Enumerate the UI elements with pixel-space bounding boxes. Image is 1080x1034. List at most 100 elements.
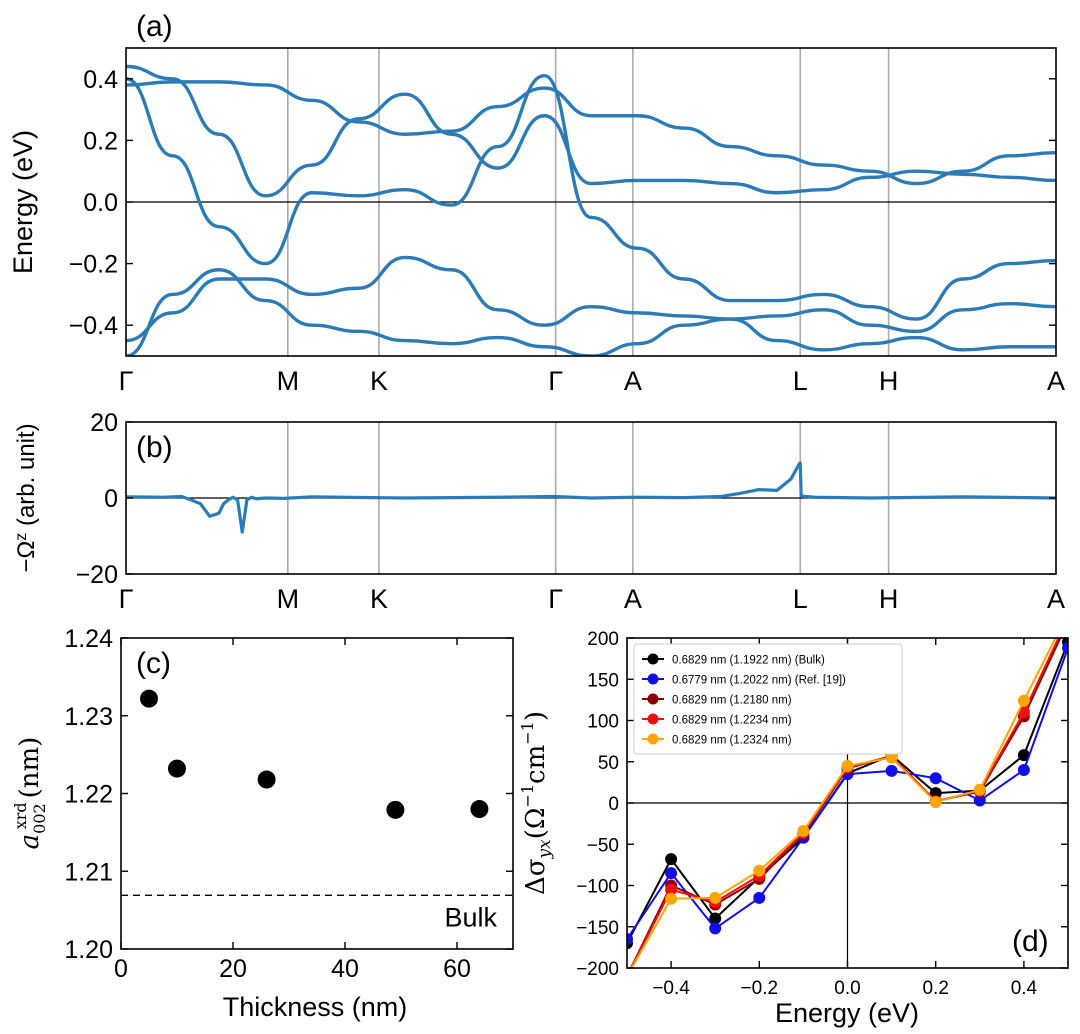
panel-d-legend-swatch-marker (647, 673, 659, 685)
panel-a-band-line (126, 268, 1056, 356)
panel-b-ylabel-unit: (arb. unit) (13, 423, 40, 532)
panel-c-data-point (470, 800, 489, 819)
panel-b-ylabel: −Ωz (arb. unit) (13, 423, 41, 572)
panel-d-ytick-label: 200 (587, 629, 619, 650)
panel-d-ylabel-prefix: Δσ (521, 858, 551, 895)
panel-d-data-point (621, 970, 633, 982)
panel-d-ytick-label: −50 (587, 835, 619, 856)
panel-d-ylabel: Δσyx(Ω−1cm−1) (518, 711, 555, 895)
panel-d-data-point (973, 783, 986, 796)
panel-b-kpoint-label: A (624, 584, 642, 614)
panel-a-ytick-label: −0.2 (69, 251, 118, 279)
panel-d-data-point (1017, 706, 1030, 719)
panel-c-ylabel-sup: xrd (11, 802, 30, 829)
panel-d-series-group (621, 638, 1068, 982)
panel-b-ylabel-minus-omega: −Ω (13, 541, 40, 573)
panel-a-kpoint-label: A (624, 366, 642, 396)
panel-d-data-point (929, 787, 942, 800)
panel-d-xtick-label: −0.4 (652, 978, 690, 999)
panel-d-data-point (1017, 694, 1030, 707)
panel-a-band-structure: Γ M K Γ A L H A −0.4 −0.2 0.0 0.2 0.4 (a) Energy (eV… (8, 10, 1065, 396)
panel-d-ytick-label: −150 (576, 918, 619, 939)
panel-b-kpoint-label: L (793, 584, 808, 614)
panel-d-legend-box (633, 643, 903, 755)
panel-d-ytick-label: 100 (587, 712, 619, 733)
panel-c-label: (c) (136, 647, 171, 680)
panel-a-band-line (126, 255, 1056, 343)
panel-d-legend-entry: 0.6829 nm (1.2180 nm) (672, 695, 792, 707)
panel-c-data-point (140, 689, 158, 708)
panel-c-ylabel: a002xrd (nm) (11, 737, 49, 850)
panel-d-legend-swatch-marker (647, 733, 659, 745)
panel-c-ytick-label: 1.23 (64, 703, 113, 731)
panel-d-xtick-label: −0.2 (741, 978, 779, 999)
panel-a-label: (a) (136, 10, 173, 43)
panel-d-legend-entry: 0.6829 nm (1.2234 nm) (672, 715, 792, 727)
panel-a-kpoint-label: Γ (548, 366, 563, 396)
panel-b-kpoint-label: K (370, 584, 388, 614)
panel-b-ylabel-sup: z (13, 533, 30, 541)
panel-b-ytick-label: 20 (90, 409, 118, 437)
panel-a-kpoint-label: K (370, 366, 388, 396)
panel-a-ytick-label: 0.0 (83, 189, 118, 217)
panel-d-ahc-difference: −0.4 −0.2 0.0 0.2 0.4 −200 −150 −100 −50 0 50 100 15… (518, 629, 1069, 1028)
panel-c-xtick-label: 60 (443, 955, 471, 983)
panel-a-ytick-label: 0.4 (83, 66, 118, 94)
panel-b-curvature-line (125, 461, 1057, 534)
panel-c-bulk-label: Bulk (444, 902, 497, 932)
panel-a-band-line (126, 64, 1056, 198)
panel-d-legend-swatch-marker (647, 693, 659, 705)
panel-d-legend-entry: 0.6779 nm (1.2022 nm) (Ref. [19]) (672, 675, 846, 687)
panel-d-data-point (709, 912, 722, 925)
panel-d-data-point (797, 825, 810, 838)
panel-d-data-point (841, 759, 854, 772)
svg-text:Δσyx(Ω−1cm−1): Δσyx(Ω−1cm−1) (518, 711, 555, 895)
panel-c-data-point (168, 759, 186, 778)
panel-c-ytick-label: 1.22 (64, 781, 113, 809)
panel-d-ylabel-unit-a: (Ω (521, 808, 551, 840)
panel-d-ytick-label: 0 (608, 794, 619, 815)
panel-a-kpoint-label: Γ (119, 366, 134, 396)
panel-b-berry-curvature: Γ M K Γ A L H A −20 0 20 (b) −Ωz (arb. unit) (13, 409, 1066, 614)
panel-c-ytick-label: 1.24 (64, 625, 113, 653)
panel-c-ylabel-main: a (15, 834, 45, 850)
panel-c-ylabel-unit: (nm) (15, 737, 45, 799)
panel-d-legend-swatch-marker (647, 653, 659, 665)
panel-d-xtick-label: 0.4 (1011, 978, 1038, 999)
panel-d-data-point (1017, 764, 1030, 776)
panel-a-band-line (126, 74, 1056, 321)
panel-c-ytick-label: 1.20 (64, 936, 113, 964)
panel-a-kpoint-label: H (879, 366, 899, 396)
panel-b-ytick-label: 0 (104, 485, 118, 513)
panel-d-legend-swatch-marker (647, 713, 659, 725)
svg-text:−Ωz (arb. unit): −Ωz (arb. unit) (13, 423, 41, 572)
panel-d-data-point (929, 796, 942, 809)
panel-d-ytick-label: 150 (587, 670, 619, 691)
panel-d-data-point (1017, 749, 1030, 762)
panel-d-xtick-label: 0.0 (834, 978, 860, 999)
panel-d-data-point (753, 891, 766, 904)
panel-d-data-point (709, 891, 722, 904)
panel-d-data-point (973, 794, 986, 807)
panel-d-legend: 0.6829 nm (1.1922 nm) (Bulk) 0.6779 nm (1… (633, 643, 903, 755)
panel-c-ylabel-sub: 002 (30, 803, 49, 834)
panel-a-ytick-label: 0.2 (83, 127, 118, 155)
panel-c-xlabel: Thickness (nm) (223, 992, 408, 1022)
panel-d-legend-entry: 0.6829 nm (1.1922 nm) (Bulk) (672, 655, 825, 667)
panel-d-data-point (709, 922, 722, 935)
svg-text:a002xrd(nm): a002xrd (nm) (11, 737, 49, 850)
panel-a-band-line (126, 80, 1056, 186)
panel-d-data-point (621, 970, 633, 982)
panel-d-data-point (665, 853, 678, 866)
panel-a-kpoint-label: L (793, 366, 808, 396)
panel-b-ytick-label: −20 (76, 561, 118, 589)
panel-d-data-point (1062, 641, 1068, 654)
panel-d-legend-entry: 0.6829 nm (1.2324 nm) (672, 735, 792, 747)
panel-d-ylabel-sub: yx (535, 839, 555, 860)
panel-b-kpoint-label: Γ (119, 584, 134, 614)
panel-b-kpoint-label: Γ (548, 584, 563, 614)
panel-d-xlabel: Energy (eV) (775, 998, 919, 1028)
panel-a-kpoint-label: M (277, 366, 300, 396)
panel-c-data-point (386, 800, 405, 819)
